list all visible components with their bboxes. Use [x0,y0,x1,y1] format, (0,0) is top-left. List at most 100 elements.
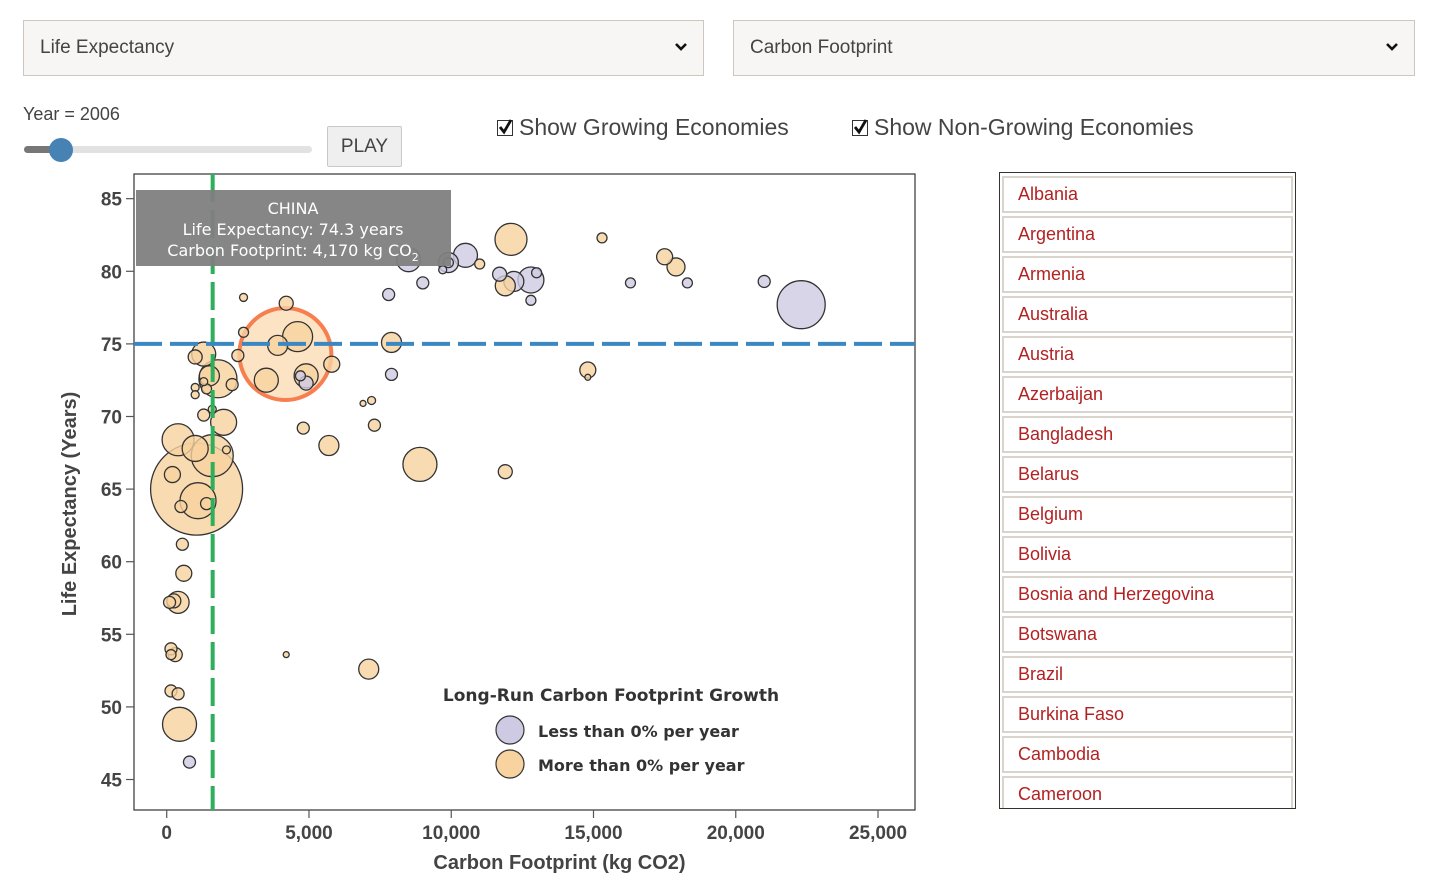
bubble-growing[interactable] [181,434,209,463]
y-axis-select-value: Life Expectancy [40,37,175,58]
y-tick-label: 50 [101,698,122,719]
bubble-growing[interactable] [175,564,193,582]
bubble-growing[interactable] [231,348,245,363]
checkbox-checked-icon[interactable] [852,118,868,136]
y-axis-title: Life Expectancy (Years) [59,392,81,617]
bubble-nongrowing[interactable] [624,277,637,289]
country-list-item[interactable]: Bangladesh [1002,416,1293,453]
bubble-growing[interactable] [237,326,250,338]
bubble-nongrowing[interactable] [438,265,448,275]
tooltip-carbon-text: Carbon Footprint: 4,170 kg CO [167,241,411,260]
bubble-nongrowing[interactable] [182,755,197,769]
bubble-growing[interactable] [199,376,209,387]
play-button[interactable]: PLAY [327,126,402,167]
bubble-growing[interactable] [187,349,203,365]
x-axis-select-value: Carbon Footprint [750,37,893,58]
x-axis-select[interactable]: Carbon Footprint [733,20,1415,76]
legend-swatch-growing [495,749,525,779]
bubble-nongrowing[interactable] [381,287,396,302]
bubble-growing[interactable] [278,295,294,311]
bubble-nongrowing[interactable] [757,274,771,289]
country-list-item[interactable]: Azerbaijan [1002,376,1293,413]
country-list-item[interactable]: Albania [1002,176,1293,213]
bubble-growing[interactable] [402,446,438,483]
y-tick-label: 45 [101,771,123,792]
x-tick-label: 15,000 [564,823,622,844]
country-list[interactable]: Albania Argentina Armenia Australia Austria A… [999,172,1296,809]
bubble-growing[interactable] [282,650,290,659]
bubble-growing[interactable] [359,399,367,408]
bubble-nongrowing[interactable] [294,370,307,382]
country-list-item[interactable]: Argentina [1002,216,1293,253]
legend-label-nongrowing: Less than 0% per year [538,722,739,741]
bubble-growing[interactable] [197,408,211,422]
country-list-item[interactable]: Cameroon [1002,776,1293,808]
country-list-item[interactable]: Australia [1002,296,1293,333]
bubble-growing[interactable] [596,232,608,244]
year-slider[interactable] [24,138,312,162]
bubble-growing[interactable] [666,257,686,277]
country-list-item[interactable]: Botswana [1002,616,1293,653]
y-axis: 45 50 55 60 65 70 75 80 85 [101,190,134,792]
bubble-growing[interactable] [209,408,238,436]
bubble-growing[interactable] [494,222,528,256]
bubble-growing[interactable] [163,465,182,484]
bubble-growing[interactable] [367,418,382,432]
plot-frame [133,173,916,811]
bubble-growing[interactable] [296,421,310,435]
bubble-growing[interactable] [358,658,380,680]
bubble-growing[interactable] [162,595,177,610]
bubble-nongrowing[interactable] [416,276,430,290]
bubble-growing[interactable] [171,687,185,701]
country-list-item[interactable]: Bosnia and Herzegovina [1002,576,1293,613]
bubble-growing[interactable] [161,706,198,742]
legend: Long-Run Carbon Footprint Growth Less th… [443,686,779,779]
country-list-item[interactable]: Bolivia [1002,536,1293,573]
bubble-growing[interactable] [174,499,188,514]
bubble-growing[interactable] [655,248,674,266]
bubble-growing[interactable] [175,537,190,551]
y-tick-label: 80 [101,262,122,283]
country-list-item[interactable]: Belgium [1002,496,1293,533]
bubble-growing[interactable] [253,367,279,393]
show-growing-checkbox[interactable]: Show Growing Economies [497,114,789,141]
bubble-growing[interactable] [221,445,232,455]
slider-thumb[interactable] [49,138,74,162]
country-list-item[interactable]: Armenia [1002,256,1293,293]
bubble-growing[interactable] [165,648,177,661]
checkbox-checked-icon[interactable] [497,118,513,136]
country-list-item[interactable]: Brazil [1002,656,1293,693]
bubble-growing[interactable] [366,395,377,406]
y-tick-label: 60 [101,553,122,574]
bubble-nongrowing[interactable] [525,294,537,306]
bubble-growing[interactable] [225,377,239,392]
tooltip-subscript: 2 [412,251,419,264]
country-list-item[interactable]: Burkina Faso [1002,696,1293,733]
bubble-nongrowing[interactable] [491,266,508,282]
x-axis: 0 5,000 10,000 15,000 20,000 25,000 [161,810,907,844]
y-axis-select[interactable]: Life Expectancy [23,20,704,76]
country-list-item[interactable]: Austria [1002,336,1293,373]
bubble-growing[interactable] [584,373,592,381]
bubble-nongrowing[interactable] [776,280,826,330]
show-nongrowing-checkbox[interactable]: Show Non-Growing Economies [852,114,1194,141]
bubble-highlighted-china[interactable] [237,306,334,403]
bubble-growing[interactable] [497,464,513,480]
bubble-growing[interactable] [190,390,200,400]
slider-fill [24,146,62,153]
bubble-nongrowing[interactable] [384,367,399,382]
tooltip-background [136,190,451,266]
bubble-growing[interactable] [318,434,340,457]
country-list-item[interactable]: Belarus [1002,456,1293,493]
show-nongrowing-label: Show Non-Growing Economies [874,114,1194,140]
bubble-growing[interactable] [238,292,249,303]
bubble-nongrowing[interactable] [681,277,694,289]
bubble-nongrowing[interactable] [530,267,543,279]
legend-swatch-nongrowing [495,715,525,745]
bubble-growing[interactable] [323,355,341,373]
bubble-growing[interactable] [474,258,486,270]
y-tick-label: 85 [101,190,123,211]
country-list-item[interactable]: Cambodia [1002,736,1293,773]
y-tick-label: 75 [101,335,123,356]
chevron-down-icon [1386,43,1398,51]
